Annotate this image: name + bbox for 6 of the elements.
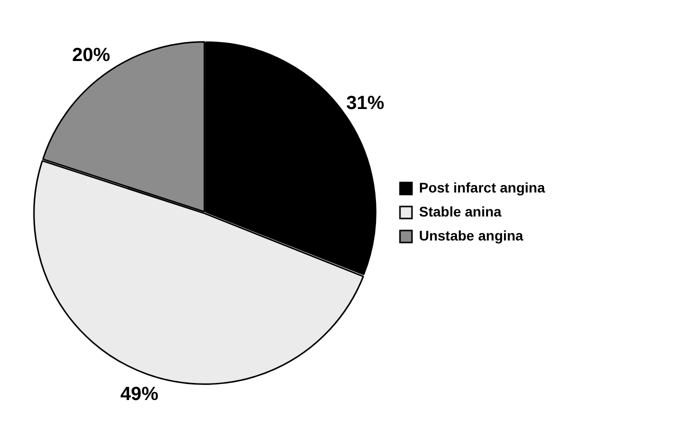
legend-label: Post infarct angina	[418, 179, 546, 196]
data-label: 49%	[120, 384, 158, 406]
data-label: 20%	[72, 44, 110, 66]
data-label: 31%	[346, 92, 384, 114]
legend-label: Stable anina	[418, 203, 502, 220]
legend-label: Unstabe angina	[418, 227, 524, 244]
